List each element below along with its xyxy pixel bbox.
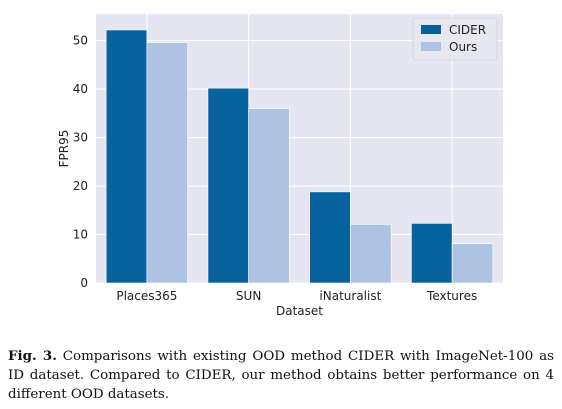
caption-text: Comparisons with existing OOD method CID…: [8, 349, 554, 402]
bar-ours-textures: [451, 243, 494, 284]
legend-label-cider: CIDER: [449, 23, 486, 37]
chart-svg: 0 10 20 30 40 50 Places365 SUN iNaturalist Textur…: [57, 14, 503, 318]
x-tick-label: SUN: [236, 289, 261, 303]
x-axis-title: Dataset: [276, 304, 323, 318]
bar-cider-inaturalist: [309, 191, 351, 284]
bar-ours-inaturalist: [350, 224, 392, 284]
y-tick-label: 10: [73, 228, 88, 242]
y-tick-label: 30: [73, 131, 88, 145]
bar-chart: 0 10 20 30 40 50 Places365 SUN iNaturalist Textur…: [57, 14, 503, 318]
y-tick-label: 20: [73, 179, 88, 193]
x-tick-label: Textures: [426, 289, 477, 303]
bar-ours-places365: [146, 42, 188, 284]
legend-swatch-cider: [421, 25, 441, 34]
x-tick-label: Places365: [116, 289, 177, 303]
x-tick-label: iNaturalist: [319, 289, 381, 303]
y-tick-label: 40: [73, 82, 88, 96]
y-tick-label: 0: [80, 276, 88, 290]
bar-cider-sun: [207, 87, 249, 284]
bar-ours-sun: [248, 108, 290, 284]
figure-caption: Fig. 3. Comparisons with existing OOD me…: [8, 347, 554, 404]
y-tick-label: 50: [73, 34, 88, 48]
bar-cider-textures: [411, 223, 453, 284]
legend-label-ours: Ours: [449, 40, 477, 54]
caption-label: Fig. 3.: [8, 348, 57, 364]
bar-cider-places365: [105, 29, 148, 284]
legend-swatch-ours: [421, 42, 441, 51]
y-axis-title: FPR95: [57, 130, 71, 168]
